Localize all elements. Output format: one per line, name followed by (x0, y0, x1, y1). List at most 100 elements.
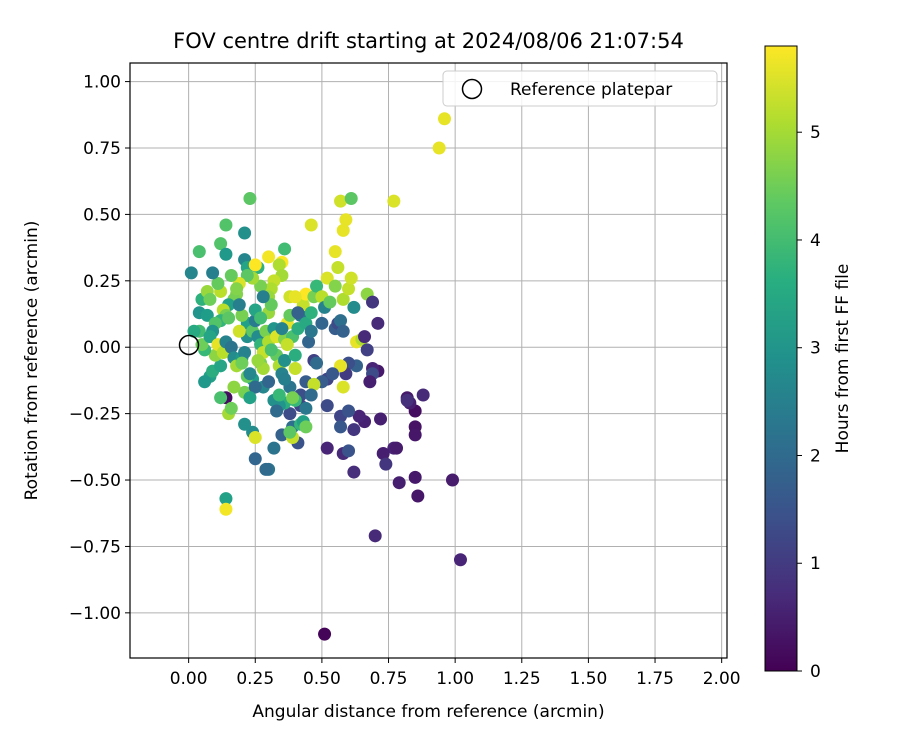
data-point (288, 348, 302, 362)
data-point (320, 441, 334, 455)
data-point (259, 462, 273, 476)
data-point (432, 141, 446, 155)
data-point (342, 404, 356, 418)
data-point (203, 292, 217, 306)
data-point (240, 269, 254, 282)
data-points (184, 112, 467, 641)
colorbar-tick-label: 1 (810, 554, 821, 574)
data-point (278, 372, 292, 386)
x-tick-label: 2.00 (703, 669, 741, 689)
colorbar-tick-label: 4 (810, 231, 821, 251)
data-point (304, 388, 318, 402)
data-point (310, 356, 324, 370)
x-tick-label: 0.50 (303, 669, 341, 689)
data-point (302, 335, 316, 349)
data-point (323, 295, 337, 309)
data-point (331, 261, 345, 275)
data-point (336, 223, 350, 237)
data-point (214, 237, 228, 251)
data-point (243, 391, 257, 405)
data-point (310, 279, 324, 293)
data-point (224, 340, 238, 354)
data-point (275, 322, 289, 336)
data-point (203, 330, 217, 344)
data-point (392, 476, 406, 490)
y-axis-label: Rotation from reference (arcmin) (22, 221, 42, 501)
data-point (368, 529, 382, 543)
data-point (400, 393, 414, 407)
data-point (232, 298, 246, 312)
data-point (219, 492, 233, 506)
data-point (334, 420, 348, 434)
data-point (248, 452, 262, 466)
data-point (304, 324, 318, 338)
y-tick-label: 0.75 (83, 139, 121, 159)
x-tick-label: 1.75 (636, 669, 674, 689)
data-point (227, 380, 241, 394)
data-point (206, 266, 220, 280)
data-point (264, 298, 278, 312)
data-point (219, 247, 233, 261)
data-point (336, 380, 350, 394)
data-point (224, 401, 238, 415)
data-point (238, 346, 252, 360)
data-point (219, 502, 233, 516)
data-point (376, 446, 390, 460)
data-point (339, 213, 353, 227)
data-point (334, 359, 348, 373)
y-tick-label: 0.00 (83, 338, 121, 358)
data-point (299, 401, 313, 415)
data-point (320, 271, 334, 285)
data-point (278, 354, 292, 367)
data-point (280, 338, 294, 352)
x-tick-label: 0.00 (170, 669, 208, 689)
data-point (437, 112, 451, 126)
colorbar-tick-label: 5 (810, 123, 821, 143)
data-point (235, 308, 249, 322)
data-point (416, 388, 430, 402)
data-point (347, 423, 361, 437)
legend: Reference platepar (442, 70, 718, 107)
legend-label: Reference platepar (510, 80, 672, 100)
data-point (278, 242, 292, 256)
data-point (387, 194, 401, 208)
data-point (187, 324, 201, 338)
reference-platepar-marker (178, 334, 200, 356)
data-point (366, 295, 380, 309)
data-point (248, 380, 262, 394)
data-point (256, 290, 270, 304)
legend-box (442, 70, 718, 107)
x-tick-label: 1.00 (436, 669, 474, 689)
colorbar-tick-label: 2 (810, 446, 821, 466)
data-point (283, 407, 297, 421)
data-point (342, 282, 356, 296)
data-point (192, 245, 206, 259)
y-axis-ticks: 1.00 0.75 0.50 0.25 0.00 −0.25 −0.50 −0.75 −1.00 (69, 73, 130, 624)
data-point (248, 431, 262, 445)
data-point (272, 388, 286, 402)
y-tick-label: −0.50 (69, 471, 121, 491)
data-point (336, 324, 350, 338)
data-point (219, 218, 233, 232)
data-point (243, 367, 257, 381)
data-point (198, 375, 212, 389)
data-point (334, 194, 348, 208)
data-point (390, 441, 404, 455)
data-point (408, 470, 422, 484)
data-point (344, 271, 358, 285)
x-tick-label: 1.50 (569, 669, 607, 689)
data-point (243, 191, 257, 205)
chart-title: FOV centre drift starting at 2024/08/06 … (173, 29, 684, 53)
data-point (374, 412, 388, 426)
data-point (326, 367, 340, 381)
plot-frame (129, 62, 728, 659)
y-tick-label: 0.50 (83, 205, 121, 225)
data-point (347, 300, 361, 314)
data-point (232, 324, 246, 338)
data-point (264, 343, 278, 357)
y-tick-label: −0.25 (69, 405, 121, 425)
data-point (347, 465, 361, 479)
data-point (291, 306, 305, 320)
x-tick-label: 1.25 (503, 669, 541, 689)
